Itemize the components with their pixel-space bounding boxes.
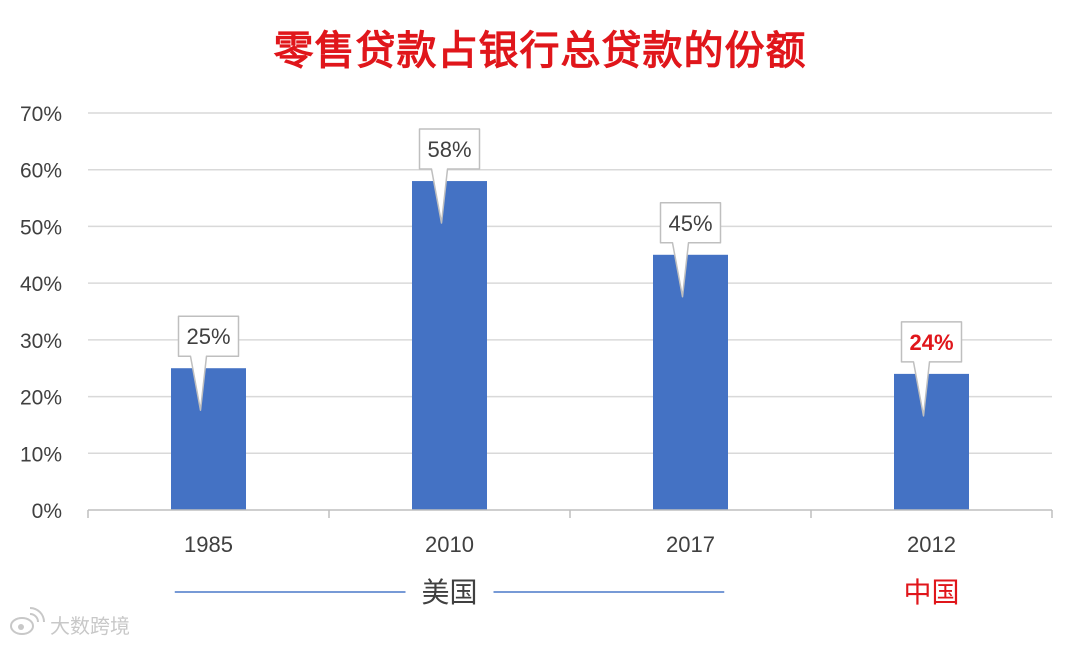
x-tick-label: 2012: [907, 532, 956, 557]
y-tick-label: 20%: [20, 387, 62, 410]
bars: [171, 181, 969, 511]
bar: [894, 373, 969, 510]
weibo-icon: [10, 607, 45, 635]
y-tick-label: 40%: [20, 273, 62, 296]
data-label: 24%: [909, 330, 953, 355]
bar: [171, 368, 246, 510]
data-label: 58%: [427, 137, 471, 162]
x-tick-label: 1985: [184, 532, 233, 557]
y-axis-tick-labels: 0% 10% 20% 30% 40% 50% 60% 70%: [20, 103, 62, 523]
data-label-callout: [900, 321, 963, 417]
bar: [412, 181, 487, 511]
category-groups: 美国 中国: [174, 576, 960, 609]
y-tick-label: 70%: [20, 103, 62, 126]
data-label-callouts: 25% 58% 45% 24%: [177, 128, 963, 417]
x-axis-tick-labels: 1985 2010 2017 2012: [184, 532, 956, 557]
group-label: 美国: [421, 576, 477, 609]
y-tick-label: 30%: [20, 330, 62, 353]
y-tick-label: 60%: [20, 160, 62, 183]
y-tick-label: 50%: [20, 216, 62, 239]
data-label-callout: [418, 128, 481, 224]
data-label-callout: [177, 315, 240, 411]
y-tick-label: 0%: [32, 500, 62, 523]
group-label: 中国: [903, 576, 959, 609]
bar: [653, 254, 728, 510]
chart-title: 零售贷款占银行总贷款的份额: [273, 28, 807, 74]
data-label: 45%: [668, 211, 712, 236]
gridlines: [88, 112, 1052, 455]
watermark-text: 大数跨境: [50, 614, 130, 638]
data-label-callout: [659, 202, 722, 298]
x-axis: [87, 509, 1053, 518]
y-tick-label: 10%: [20, 443, 62, 466]
x-tick-label: 2010: [425, 532, 474, 557]
data-label: 25%: [186, 324, 230, 349]
x-tick-label: 2017: [666, 532, 715, 557]
watermark: 大数跨境: [10, 607, 130, 638]
